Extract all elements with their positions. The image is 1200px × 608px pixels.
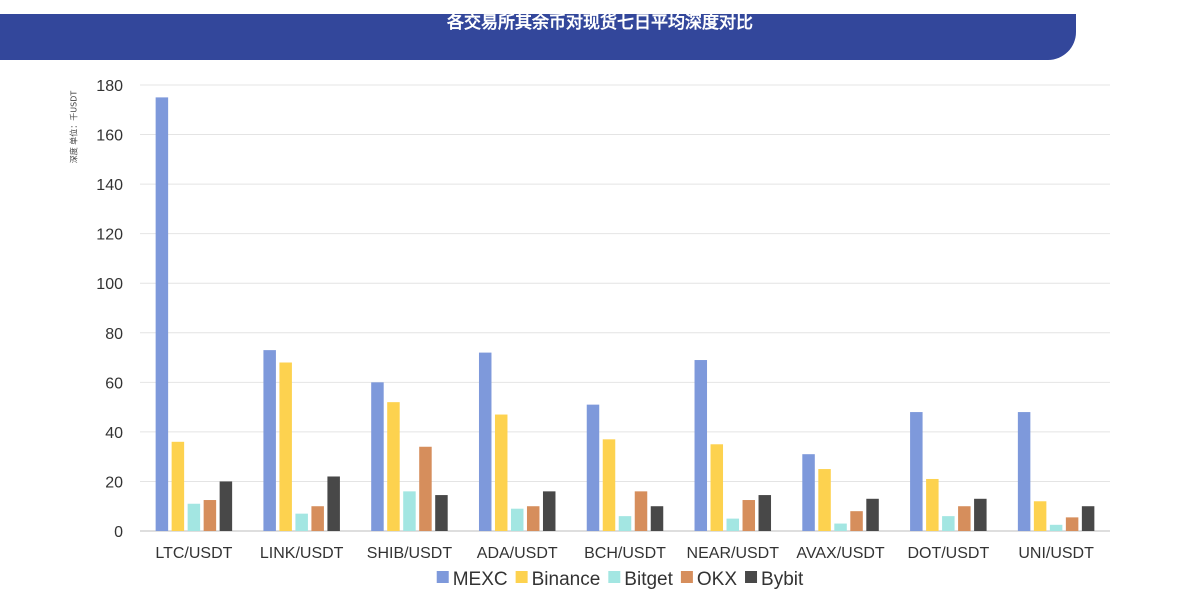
x-tick-label: LINK/USDT bbox=[260, 545, 344, 562]
y-tick-label: 120 bbox=[96, 227, 123, 244]
y-tick-label: 40 bbox=[105, 425, 123, 442]
bar-bybit bbox=[435, 495, 448, 531]
bar-bybit bbox=[758, 495, 772, 531]
x-tick-label: NEAR/USDT bbox=[687, 545, 780, 562]
bar-bybit bbox=[219, 481, 233, 531]
bar-okx bbox=[203, 500, 217, 531]
bar-okx bbox=[742, 500, 756, 531]
bar-bitget bbox=[295, 513, 308, 531]
bar-bybit bbox=[974, 498, 987, 531]
bar-bitget bbox=[403, 491, 416, 531]
bar-bitget bbox=[834, 523, 847, 531]
y-tick-label: 60 bbox=[105, 375, 123, 392]
legend-swatch-bybit bbox=[745, 571, 758, 583]
legend-label: Binance bbox=[532, 569, 601, 590]
bar-mexc bbox=[371, 382, 384, 531]
bar-okx bbox=[958, 506, 971, 531]
bar-bybit bbox=[1081, 506, 1095, 531]
bar-bitget bbox=[1049, 524, 1063, 531]
bar-okx bbox=[850, 511, 863, 531]
x-tick-label: DOT/USDT bbox=[907, 545, 989, 562]
bar-mexc bbox=[1017, 412, 1031, 531]
bar-bitget bbox=[187, 503, 201, 531]
bar-bitget bbox=[510, 508, 524, 531]
legend-swatch-bitget bbox=[608, 571, 621, 583]
y-tick-label: 180 bbox=[96, 78, 123, 95]
bar-bybit bbox=[866, 498, 879, 531]
y-tick-labels: 0 20 40 60 80 100 120 140 160 180 bbox=[96, 78, 123, 541]
bar-binance bbox=[1033, 501, 1047, 531]
legend-label: Bybit bbox=[761, 569, 804, 590]
x-tick-labels: LTC/USDT LINK/USDT SHIB/USDT ADA/USDT BCH/US… bbox=[155, 545, 1094, 562]
x-tick-label: LTC/USDT bbox=[155, 545, 232, 562]
legend-label: MEXC bbox=[453, 569, 508, 590]
bar-okx bbox=[526, 506, 540, 531]
bar-okx bbox=[634, 491, 648, 531]
bar-binance bbox=[171, 441, 185, 531]
legend-swatch-mexc bbox=[436, 571, 449, 583]
y-tick-label: 160 bbox=[96, 128, 123, 145]
y-tick-label: 20 bbox=[105, 474, 123, 491]
bar-bybit bbox=[542, 491, 556, 531]
legend-label: OKX bbox=[697, 569, 737, 590]
bar-okx bbox=[311, 506, 324, 531]
bar-bybit bbox=[650, 506, 664, 531]
x-tick-label: BCH/USDT bbox=[584, 545, 666, 562]
x-tick-label: ADA/USDT bbox=[477, 545, 558, 562]
y-tick-label: 0 bbox=[114, 524, 123, 541]
bar-binance bbox=[494, 414, 508, 531]
bar-mexc bbox=[263, 350, 276, 531]
bar-mexc bbox=[586, 404, 600, 531]
bar-mexc bbox=[478, 352, 492, 531]
bar-okx bbox=[1065, 517, 1079, 531]
bar-binance bbox=[279, 362, 292, 531]
chart-title: 各交易所其余币对现货七日平均深度对比 bbox=[447, 13, 753, 33]
bar-okx bbox=[419, 446, 432, 531]
legend-swatch-binance bbox=[515, 571, 528, 583]
bar-binance bbox=[602, 439, 616, 531]
bar-binance bbox=[387, 402, 400, 531]
bar-bitget bbox=[618, 516, 632, 531]
y-tick-label: 100 bbox=[96, 276, 123, 293]
y-tick-label: 80 bbox=[105, 326, 123, 343]
bar-mexc bbox=[802, 454, 815, 531]
bar-binance bbox=[710, 444, 724, 531]
x-tick-label: AVAX/USDT bbox=[796, 545, 885, 562]
title-banner bbox=[0, 14, 1076, 60]
bar-binance bbox=[818, 469, 831, 531]
bar-bitget bbox=[726, 518, 740, 531]
bar-binance bbox=[926, 478, 939, 531]
bar-mexc bbox=[694, 360, 708, 531]
x-tick-label: SHIB/USDT bbox=[367, 545, 453, 562]
x-tick-label: UNI/USDT bbox=[1018, 545, 1094, 562]
legend: MEXC Binance Bitget OKX Bybit bbox=[436, 569, 804, 590]
legend-swatch-okx bbox=[680, 571, 693, 583]
bar-bitget bbox=[942, 516, 955, 531]
bar-bybit bbox=[327, 476, 340, 531]
y-tick-label: 140 bbox=[96, 177, 123, 194]
bar-mexc bbox=[910, 412, 923, 531]
legend-label: Bitget bbox=[624, 569, 673, 590]
bars bbox=[155, 97, 1095, 531]
bar-mexc bbox=[155, 97, 169, 531]
